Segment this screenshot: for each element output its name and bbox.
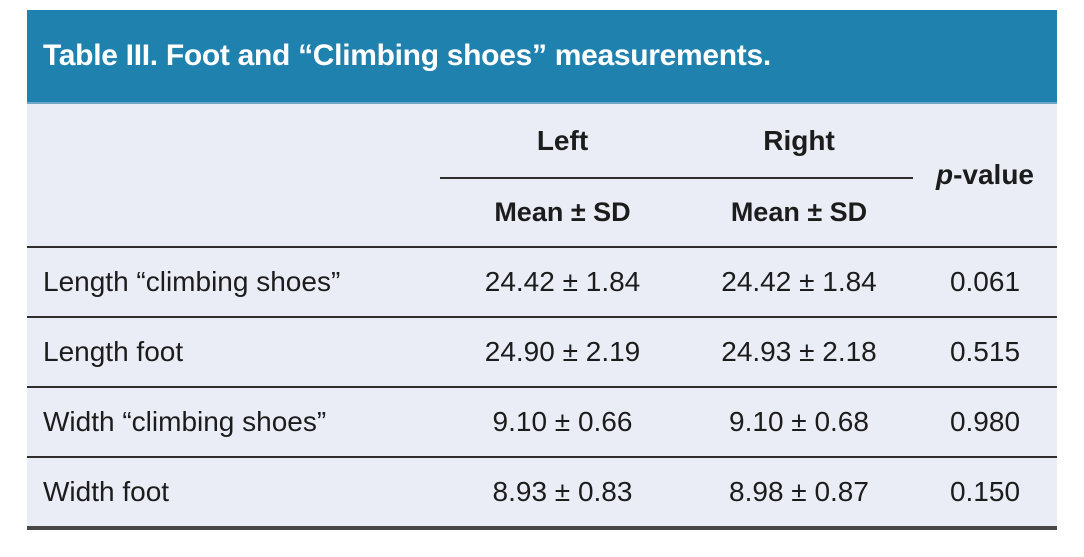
p-value: 0.515 [949,336,1021,367]
right-mean-sd-value: 24.42 ± 1.84 [721,266,877,297]
left-mean-sd-value: 24.42 ± 1.84 [484,266,641,297]
p-value-italic-p: p [935,159,954,190]
table-row-width-foot: Width foot 8.93 ± 0.83 8.98 ± 0.87 0.150 [27,456,1057,526]
right-mean-sd-value: 9.10 ± 0.68 [729,406,869,437]
subheader-left-mean-sd: Mean ± SD [494,196,631,227]
right-mean-sd-value: 8.98 ± 0.87 [729,476,869,507]
p-value-suffix: -value [953,159,1035,190]
table-title: Table III. Foot and “Climbing shoes” mea… [43,39,771,72]
left-mean-sd-value: 8.93 ± 0.83 [492,476,633,507]
row-label: Width foot [43,476,170,507]
left-mean-sd-value: 24.90 ± 2.19 [484,336,641,367]
column-group-right: Right [763,125,835,156]
p-value: 0.980 [949,406,1021,437]
table-title-bar: Table III. Foot and “Climbing shoes” mea… [27,10,1057,104]
row-label: Length foot [43,336,184,367]
table-body: Left Right p -value Mean ± SD Mean ± SD L… [27,104,1057,530]
column-group-underline [440,177,913,179]
left-mean-sd-value: 9.10 ± 0.66 [492,406,633,437]
table-header: Left Right p -value Mean ± SD Mean ± SD [27,104,1057,246]
table-row-length-climbing-shoes: Length “climbing shoes” 24.42 ± 1.84 24.… [27,246,1057,316]
p-value: 0.061 [949,266,1021,297]
right-mean-sd-value: 24.93 ± 2.18 [721,336,877,367]
column-group-left: Left [536,125,589,156]
table-row-length-foot: Length foot 24.90 ± 2.19 24.93 ± 2.18 0.… [27,316,1057,386]
row-label: Width “climbing shoes” [43,406,327,437]
subheader-right-mean-sd: Mean ± SD [730,196,868,227]
table-row-width-climbing-shoes: Width “climbing shoes” 9.10 ± 0.66 9.10 … [27,386,1057,456]
row-label: Length “climbing shoes” [43,266,341,297]
column-header-p-value: p -value [913,104,1057,246]
measurements-table: Table III. Foot and “Climbing shoes” mea… [27,10,1057,530]
p-value: 0.150 [949,476,1021,507]
